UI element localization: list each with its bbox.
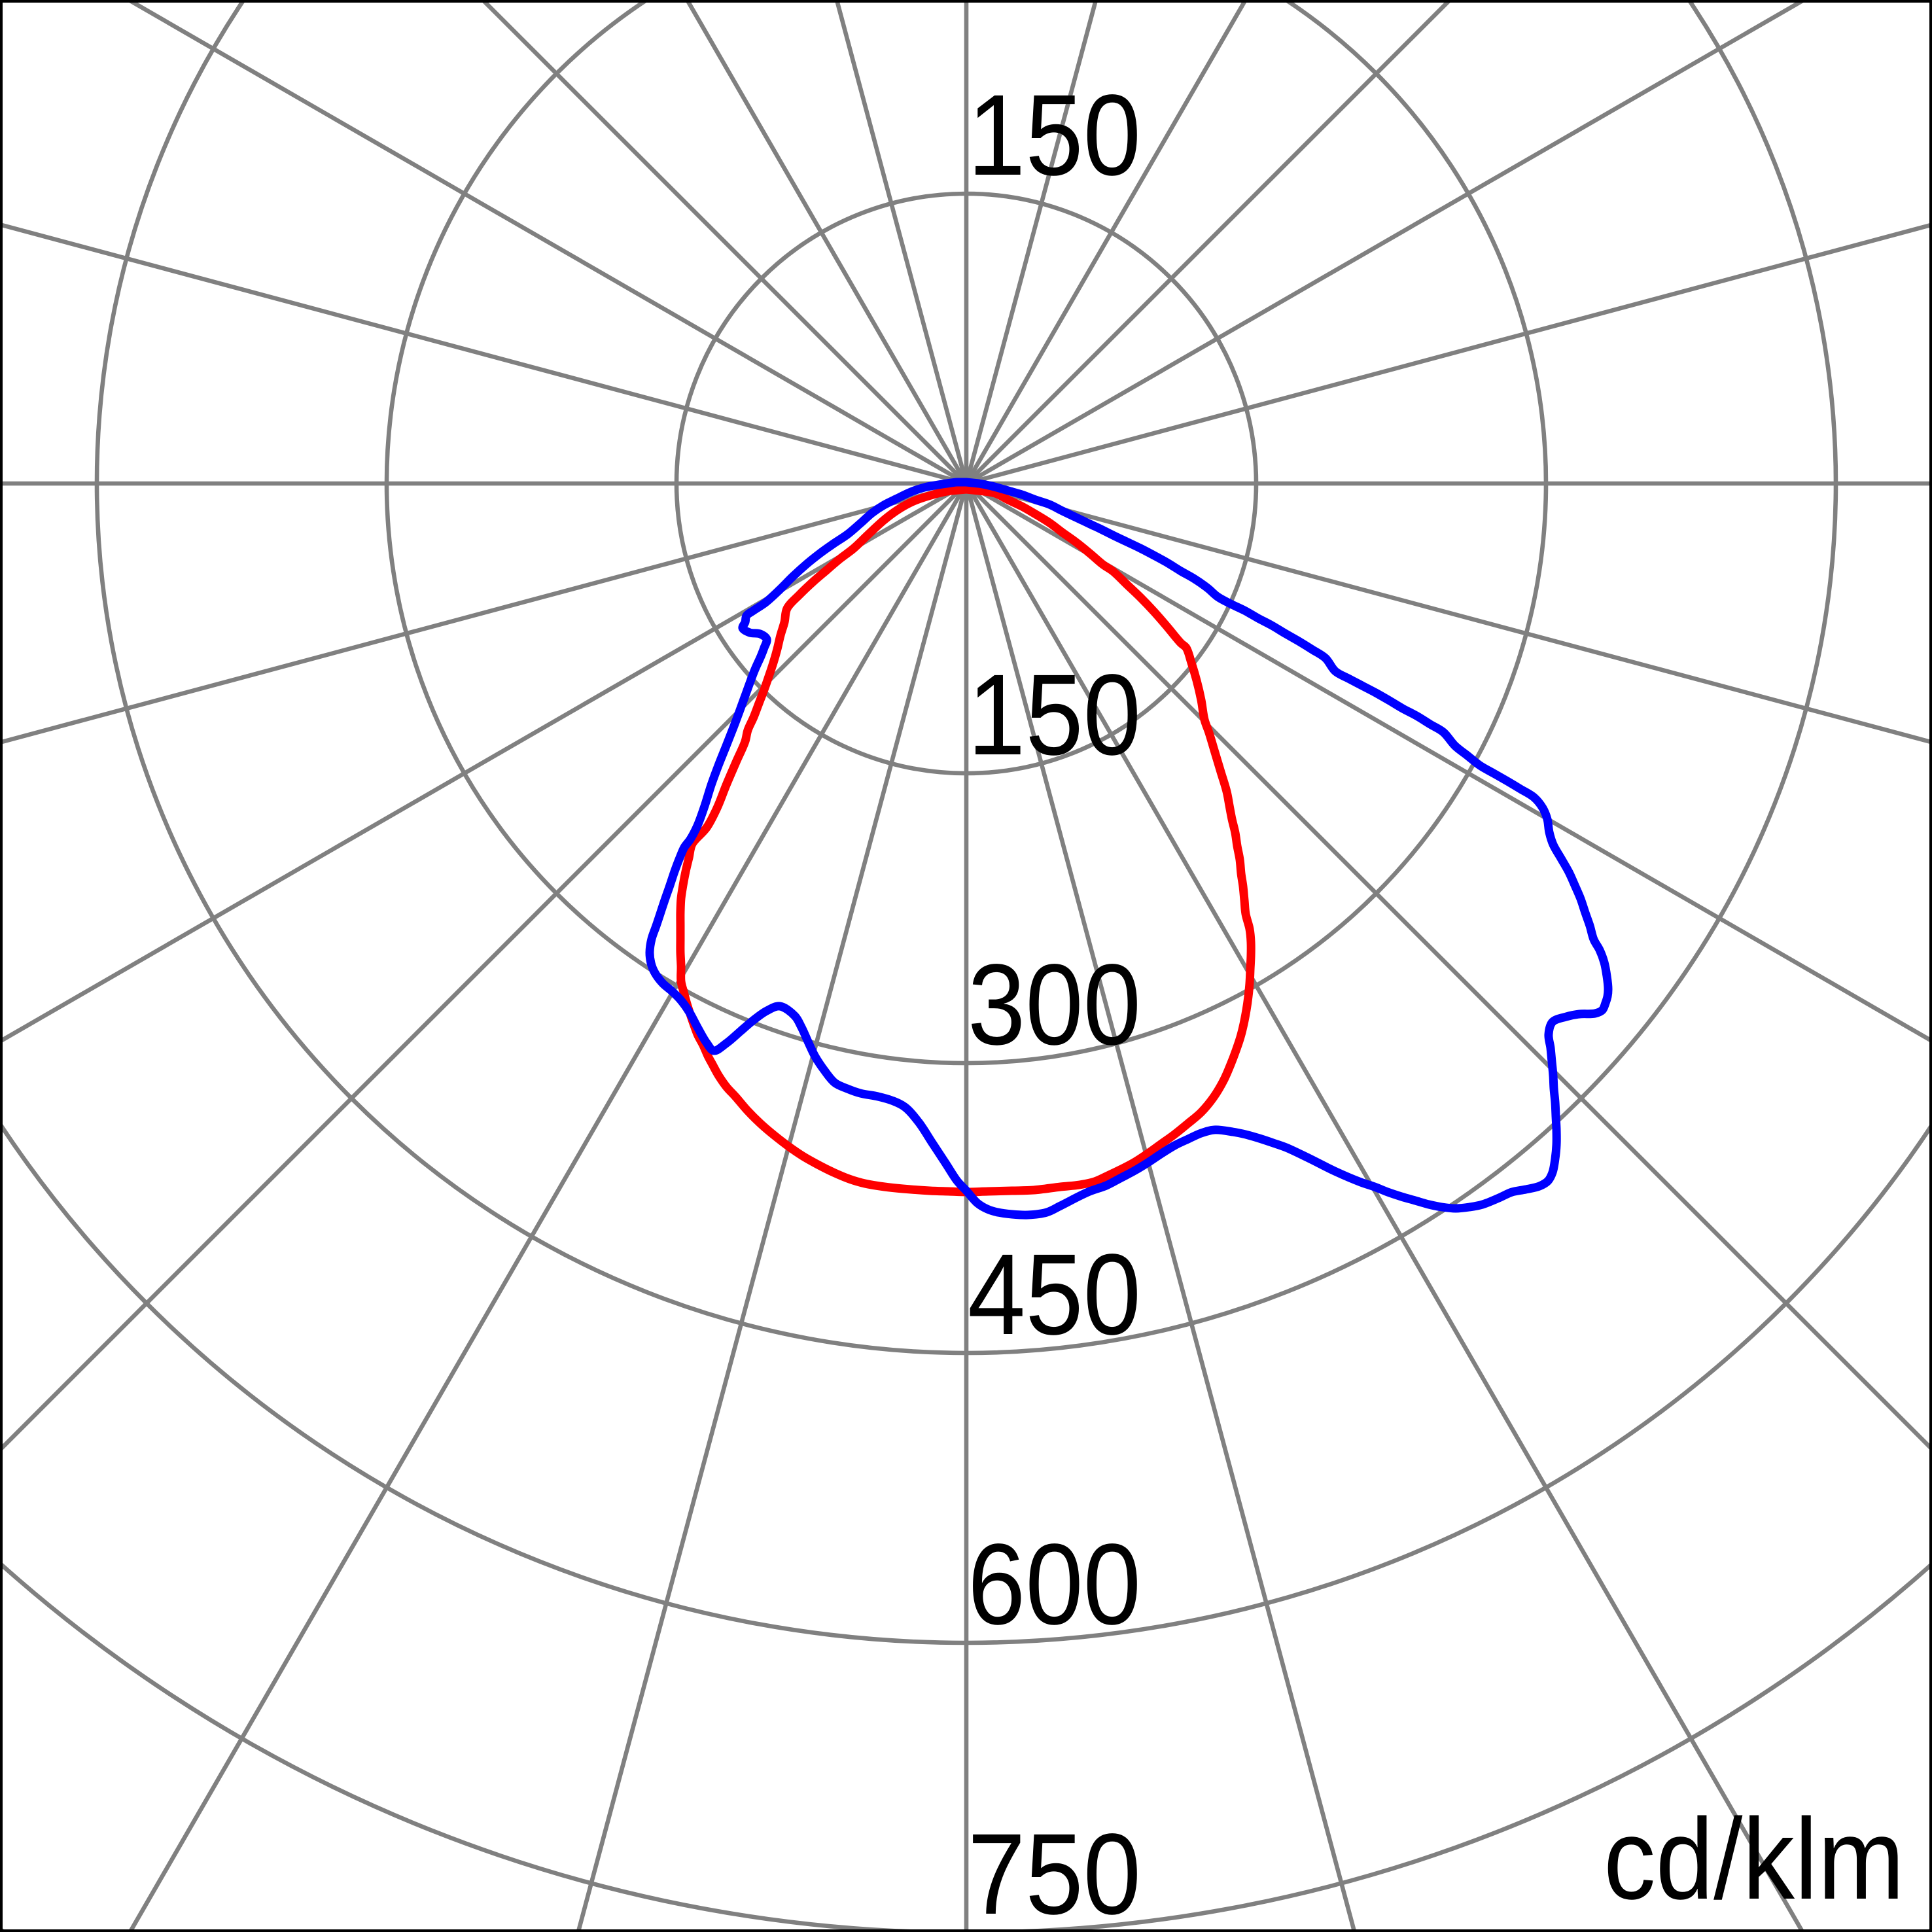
svg-text:300: 300 [968, 941, 1141, 1069]
svg-text:450: 450 [968, 1231, 1141, 1359]
svg-text:150: 150 [968, 71, 1141, 200]
svg-text:600: 600 [968, 1520, 1141, 1649]
svg-text:150: 150 [968, 651, 1141, 779]
svg-text:750: 750 [968, 1810, 1141, 1932]
svg-text:cd/klm: cd/klm [1604, 1795, 1905, 1923]
